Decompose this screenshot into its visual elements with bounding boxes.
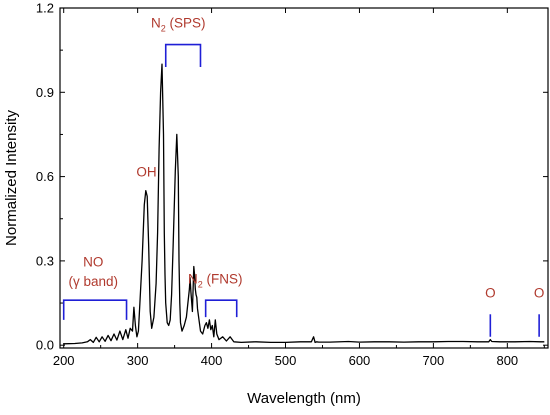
annotation-label: OH — [136, 165, 156, 180]
annotation-bracket — [164, 43, 202, 68]
x-tick-label: 600 — [349, 353, 371, 368]
y-tick-label: 0.6 — [36, 169, 54, 184]
annotation-label: N2 (SPS) — [151, 16, 206, 34]
x-axis-title: Wavelength (nm) — [247, 390, 361, 407]
x-tick-label: 700 — [423, 353, 445, 368]
annotation-bracket — [204, 299, 238, 318]
y-axis-title: Normalized Intensity — [3, 110, 20, 246]
x-tick-label: 300 — [127, 353, 149, 368]
x-tick-label: 200 — [53, 353, 75, 368]
y-tick-label: 0.3 — [36, 253, 54, 268]
plot-area: 200 300 400 500 600 700 800 0.0 0.3 0.6 0.9 1.2 N2 (… — [36, 1, 549, 368]
y-tick-label: 1.2 — [36, 1, 54, 16]
spectrum-line — [63, 63, 545, 345]
annotation-label: O — [485, 285, 496, 300]
annotation-label: O — [534, 285, 545, 300]
annotation-label: (γ band) — [69, 274, 119, 289]
annotation-bracket — [62, 299, 128, 320]
y-tick-label: 0.9 — [36, 85, 54, 100]
x-tick-label: 400 — [201, 353, 223, 368]
y-tick-label: 0.0 — [36, 338, 54, 353]
annotation-label: N2 (FNS) — [188, 271, 243, 289]
plot-frame — [59, 7, 549, 349]
x-tick-label: 500 — [275, 353, 297, 368]
annotation-label: NO — [83, 255, 103, 270]
x-tick-label: 800 — [496, 353, 518, 368]
